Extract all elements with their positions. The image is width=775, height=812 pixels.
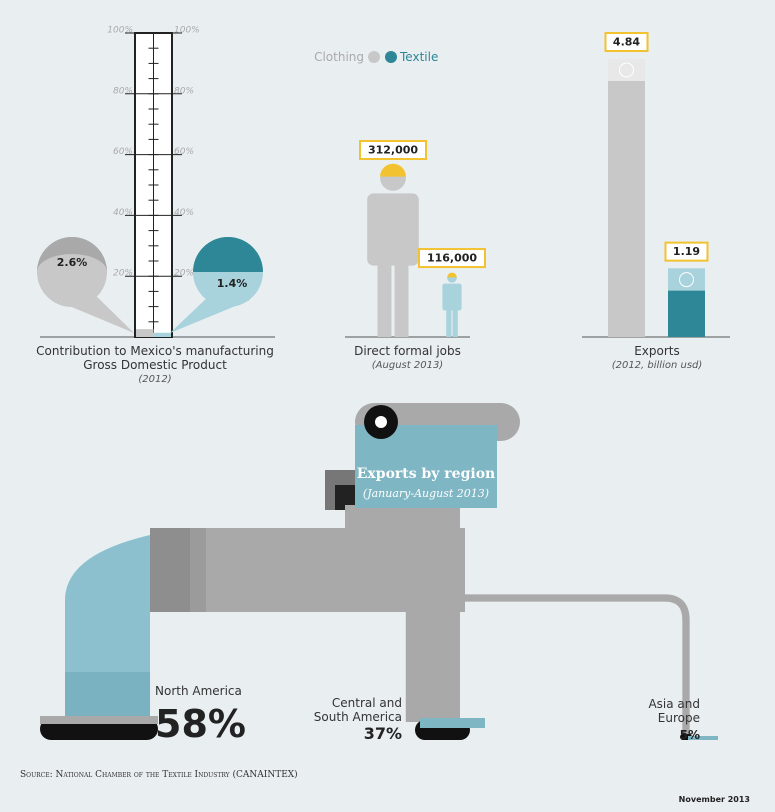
y-tick-label: 60% [174,147,194,157]
value-box [418,248,486,269]
person [367,163,419,337]
source: Source: National Chamber of the Textile … [20,770,298,780]
y-tick-label: 60% [113,147,133,157]
flow-asia-europe [460,594,690,737]
value-label: 4.84 [613,36,640,49]
y-tick-label: 20% [174,269,194,279]
leg [452,308,458,337]
money-icon [619,62,634,78]
value-label: 1.19 [673,245,700,258]
bubble-label: 1.4% [217,277,248,290]
money-band [608,59,645,81]
value-label: 58% [155,702,246,746]
roller-strip [688,736,718,740]
y-tick-label: 100% [174,26,200,36]
hard-hat [380,163,406,177]
leg [394,259,409,337]
y-tick-label: 20% [113,269,133,279]
value-box [604,32,649,52]
roller-strip [420,718,485,728]
money-icon [679,272,694,288]
chart-title: Exports [634,344,680,358]
chart-subtitle: (August 2013) [371,360,444,371]
legend-label: Textile [400,50,439,64]
category-label: Central and South America [313,696,402,724]
legend-label: Clothing [314,50,364,64]
bubble-label: 2.6% [57,256,88,269]
value-label: 5% [679,728,700,742]
legend-swatch [385,51,397,63]
bubble-cap [37,237,107,272]
chart-subtitle: (2012) [138,374,172,385]
value-label: 312,000 [368,144,418,157]
y-tick-label: 40% [113,208,133,218]
gauge-fill [153,332,171,337]
y-tick-label: 80% [174,86,194,96]
torso [442,283,462,311]
gauge-fill [136,329,154,337]
value-label: 116,000 [427,252,477,265]
flow-title: Exports by region [357,466,495,482]
legend-swatch [368,51,380,63]
y-tick-label: 100% [107,26,133,36]
y-tick-label: 40% [174,208,194,218]
leg [446,308,452,337]
chart-title: Contribution to Mexico's manufacturing G… [36,344,274,372]
person [442,272,462,337]
bubble-cap [193,237,263,272]
flow-shade [65,672,150,720]
flow-central-south-america [405,528,460,722]
flow-decoration [150,403,520,612]
roller-top [40,716,158,724]
bar [608,59,645,337]
torso [367,193,419,266]
money-band [668,268,705,291]
chart-title: Direct formal jobs [354,344,461,358]
date: November 2013 [678,795,750,804]
category-label: North America [155,684,242,698]
hard-hat [447,272,457,278]
flow-subtitle: (January-August 2013) [363,487,489,500]
y-tick-label: 80% [113,86,133,96]
value-box [664,241,709,262]
category-label: Asia and Europe [648,697,700,725]
leg [377,259,392,337]
value-label: 37% [363,724,402,743]
chart-subtitle: (2012, billion usd) [611,360,703,371]
value-box [359,140,427,160]
